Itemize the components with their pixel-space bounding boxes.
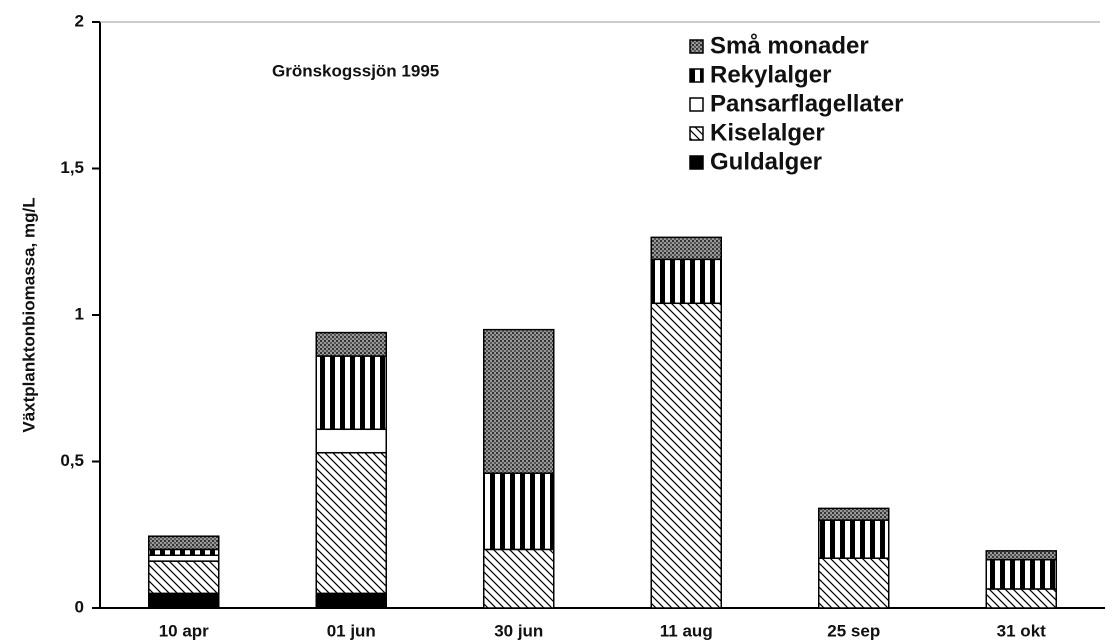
- bar-segment: [148, 554, 220, 562]
- annotation: Grönskogssjön 1995: [272, 61, 439, 80]
- legend-swatch: [689, 155, 704, 170]
- bar-segment: [985, 550, 1057, 561]
- bar-segment: [818, 519, 890, 559]
- legend-swatch: [689, 39, 704, 54]
- y-tick-label: 0: [75, 597, 84, 616]
- legend-text: Små monader: [710, 32, 869, 59]
- y-tick-label: 1,5: [60, 158, 84, 177]
- bar-segment: [315, 592, 387, 609]
- legend-text: Guldalger: [710, 148, 822, 175]
- legend-swatch: [689, 97, 704, 112]
- x-tick-label: 01 jun: [327, 621, 376, 640]
- bar-segment: [483, 548, 555, 609]
- legend-text: Pansarflagellater: [710, 90, 903, 117]
- x-tick-label: 10 apr: [159, 621, 209, 640]
- bar-segment: [818, 507, 890, 521]
- legend-text: Kiselalger: [710, 119, 825, 146]
- bar-segment: [148, 535, 220, 551]
- legend-swatch: [689, 126, 704, 141]
- x-tick-label: 11 aug: [660, 621, 713, 640]
- y-tick-label: 2: [75, 11, 84, 30]
- bar-segment: [650, 258, 722, 305]
- bar-segment: [315, 428, 387, 454]
- bar-segment: [483, 472, 555, 551]
- bar-segment: [315, 355, 387, 431]
- bar-segment: [148, 560, 220, 595]
- bar-segment: [985, 558, 1057, 590]
- legend-swatch: [689, 68, 704, 83]
- bar-segment: [985, 588, 1057, 609]
- y-axis-label: Växtplanktonbiomassa, mg/L: [19, 197, 38, 432]
- x-tick-label: 31 okt: [997, 621, 1046, 640]
- bar-segment: [148, 592, 220, 609]
- x-tick-label: 30 jun: [494, 621, 543, 640]
- bar-segment: [818, 557, 890, 609]
- x-tick-label: 25 sep: [827, 621, 880, 640]
- bar-segment: [483, 328, 555, 474]
- bar-segment: [650, 236, 722, 261]
- y-tick-label: 0,5: [60, 451, 84, 470]
- bar-segment: [148, 548, 220, 557]
- bar-segment: [315, 331, 387, 357]
- legend-text: Rekylalger: [710, 61, 831, 88]
- bar-segment: [315, 451, 387, 595]
- bar-segment: [650, 302, 722, 609]
- y-tick-label: 1: [75, 304, 84, 323]
